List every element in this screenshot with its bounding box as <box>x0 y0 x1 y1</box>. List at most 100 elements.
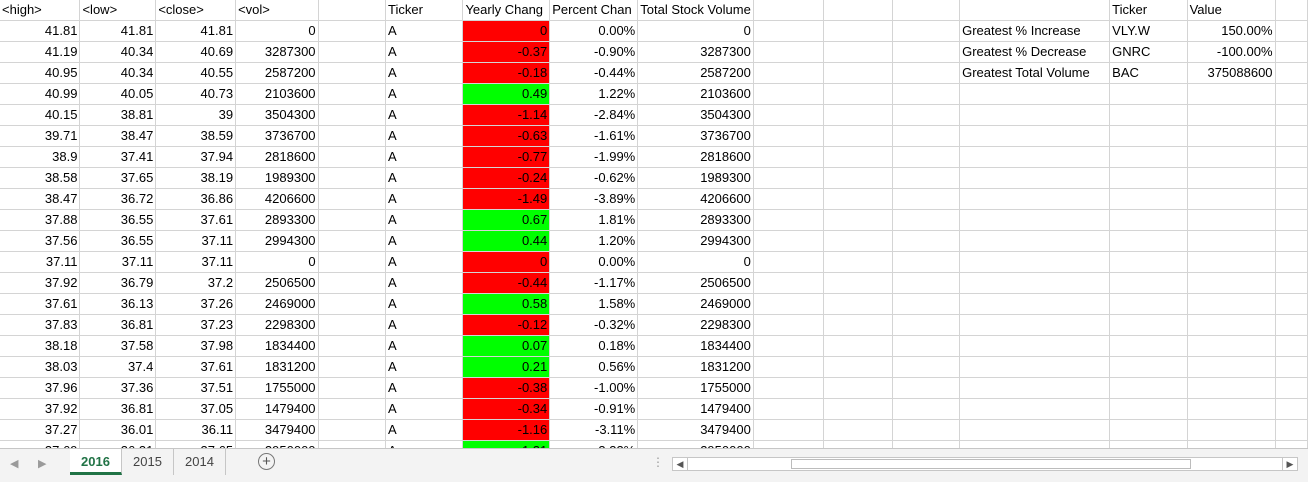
cell-empty[interactable] <box>892 272 961 294</box>
cell-empty[interactable] <box>892 146 961 168</box>
cell-empty[interactable] <box>1275 440 1308 448</box>
cell-close[interactable]: 37.51 <box>155 377 237 399</box>
cell-empty[interactable] <box>1109 440 1188 448</box>
cell-high[interactable]: 37.56 <box>0 230 81 252</box>
cell-ticker[interactable]: A <box>385 398 464 420</box>
cell-vol[interactable]: 2469000 <box>235 293 319 315</box>
cell-close[interactable]: 40.55 <box>155 62 237 84</box>
cell-empty[interactable] <box>892 20 961 42</box>
cell-empty[interactable] <box>753 440 825 448</box>
cell-vol[interactable]: 2103600 <box>235 83 319 105</box>
cell-empty[interactable] <box>1109 293 1188 315</box>
cell-empty[interactable] <box>1109 251 1188 273</box>
cell-close[interactable]: 37.65 <box>155 440 237 448</box>
cell-vol[interactable]: 1755000 <box>235 377 319 399</box>
cell-yearly-change[interactable]: -1.49 <box>462 188 551 210</box>
cell-high[interactable]: 41.19 <box>0 41 81 63</box>
cell-vol[interactable]: 2506500 <box>235 272 319 294</box>
cell-empty[interactable] <box>1187 272 1276 294</box>
cell-total-volume[interactable]: 1479400 <box>637 398 754 420</box>
cell-empty[interactable] <box>318 440 387 448</box>
cell-ticker[interactable]: A <box>385 356 464 378</box>
cell-percent-change[interactable]: -0.90% <box>549 41 639 63</box>
cell-high[interactable]: 38.9 <box>0 146 81 168</box>
cell-close[interactable]: 40.69 <box>155 41 237 63</box>
cell-empty[interactable] <box>1187 377 1276 399</box>
cell-empty[interactable] <box>1187 104 1276 126</box>
cell-vol[interactable]: 2818600 <box>235 146 319 168</box>
cell-yearly-change[interactable]: -0.24 <box>462 167 551 189</box>
cell-empty[interactable] <box>959 314 1111 336</box>
cell-close[interactable]: 38.19 <box>155 167 237 189</box>
cell-empty[interactable] <box>1275 41 1308 63</box>
summary-ticker[interactable]: VLY.W <box>1109 20 1188 42</box>
cell-empty[interactable] <box>1187 230 1276 252</box>
cell-close[interactable]: 37.2 <box>155 272 237 294</box>
column-header[interactable] <box>753 0 825 21</box>
cell-empty[interactable] <box>753 146 825 168</box>
cell-low[interactable]: 37.11 <box>79 251 157 273</box>
cell-vol[interactable]: 1989300 <box>235 167 319 189</box>
cell-yearly-change[interactable]: -0.18 <box>462 62 551 84</box>
cell-empty[interactable] <box>959 104 1111 126</box>
cell-close[interactable]: 37.23 <box>155 314 237 336</box>
add-sheet-icon[interactable]: + <box>258 453 275 470</box>
summary-value[interactable]: 150.00% <box>1187 20 1276 42</box>
cell-percent-change[interactable]: 1.81% <box>549 209 639 231</box>
cell-empty[interactable] <box>892 41 961 63</box>
cell-empty[interactable] <box>753 356 825 378</box>
cell-empty[interactable] <box>753 167 825 189</box>
cell-empty[interactable] <box>753 377 825 399</box>
cell-yearly-change[interactable]: 0.49 <box>462 83 551 105</box>
table-row[interactable]: 37.92 36.79 37.2 2506500 A -0.44 -1.17% 2506500 <box>0 272 1308 294</box>
cell-empty[interactable] <box>753 41 825 63</box>
cell-yearly-change[interactable]: 1.21 <box>462 440 551 448</box>
cell-empty[interactable] <box>959 167 1111 189</box>
cell-empty[interactable] <box>959 251 1111 273</box>
cell-total-volume[interactable]: 1831200 <box>637 356 754 378</box>
cell-empty[interactable] <box>318 230 387 252</box>
column-header[interactable]: <vol> <box>235 0 319 21</box>
cell-empty[interactable] <box>318 167 387 189</box>
cell-empty[interactable] <box>753 335 825 357</box>
table-row[interactable]: 37.96 37.36 37.51 1755000 A -0.38 -1.00% 175500… <box>0 377 1308 399</box>
cell-empty[interactable] <box>823 62 894 84</box>
cell-empty[interactable] <box>318 398 387 420</box>
cell-yearly-change[interactable]: 0.44 <box>462 230 551 252</box>
column-header[interactable]: Value <box>1187 0 1276 21</box>
cell-ticker[interactable]: A <box>385 167 464 189</box>
cell-close[interactable]: 37.61 <box>155 209 237 231</box>
column-header[interactable] <box>959 0 1111 21</box>
cell-empty[interactable] <box>1109 419 1188 441</box>
cell-empty[interactable] <box>1275 209 1308 231</box>
cell-low[interactable]: 36.13 <box>79 293 157 315</box>
cell-close[interactable]: 37.26 <box>155 293 237 315</box>
cell-high[interactable]: 37.61 <box>0 293 81 315</box>
cell-vol[interactable]: 1831200 <box>235 356 319 378</box>
cell-empty[interactable] <box>1275 272 1308 294</box>
cell-empty[interactable] <box>892 188 961 210</box>
cell-total-volume[interactable]: 3479400 <box>637 419 754 441</box>
cell-empty[interactable] <box>318 251 387 273</box>
tab-2014[interactable]: 2014 <box>174 449 226 475</box>
cell-ticker[interactable]: A <box>385 209 464 231</box>
cell-close[interactable]: 37.61 <box>155 356 237 378</box>
cell-empty[interactable] <box>1109 398 1188 420</box>
cell-empty[interactable] <box>959 398 1111 420</box>
cell-percent-change[interactable]: -1.00% <box>549 377 639 399</box>
cell-yearly-change[interactable]: -0.63 <box>462 125 551 147</box>
cell-vol[interactable]: 0 <box>235 20 319 42</box>
cell-empty[interactable] <box>823 398 894 420</box>
cell-empty[interactable] <box>959 356 1111 378</box>
cell-low[interactable]: 36.55 <box>79 230 157 252</box>
cell-empty[interactable] <box>892 83 961 105</box>
cell-empty[interactable] <box>1187 335 1276 357</box>
cell-empty[interactable] <box>318 146 387 168</box>
cell-empty[interactable] <box>318 62 387 84</box>
cell-empty[interactable] <box>892 230 961 252</box>
cell-percent-change[interactable]: -3.11% <box>549 419 639 441</box>
column-header[interactable]: Ticker <box>1109 0 1188 21</box>
cell-empty[interactable] <box>318 83 387 105</box>
cell-empty[interactable] <box>1109 356 1188 378</box>
table-row[interactable]: 41.19 40.34 40.69 3287300 A -0.37 -0.90% 328730… <box>0 41 1308 63</box>
